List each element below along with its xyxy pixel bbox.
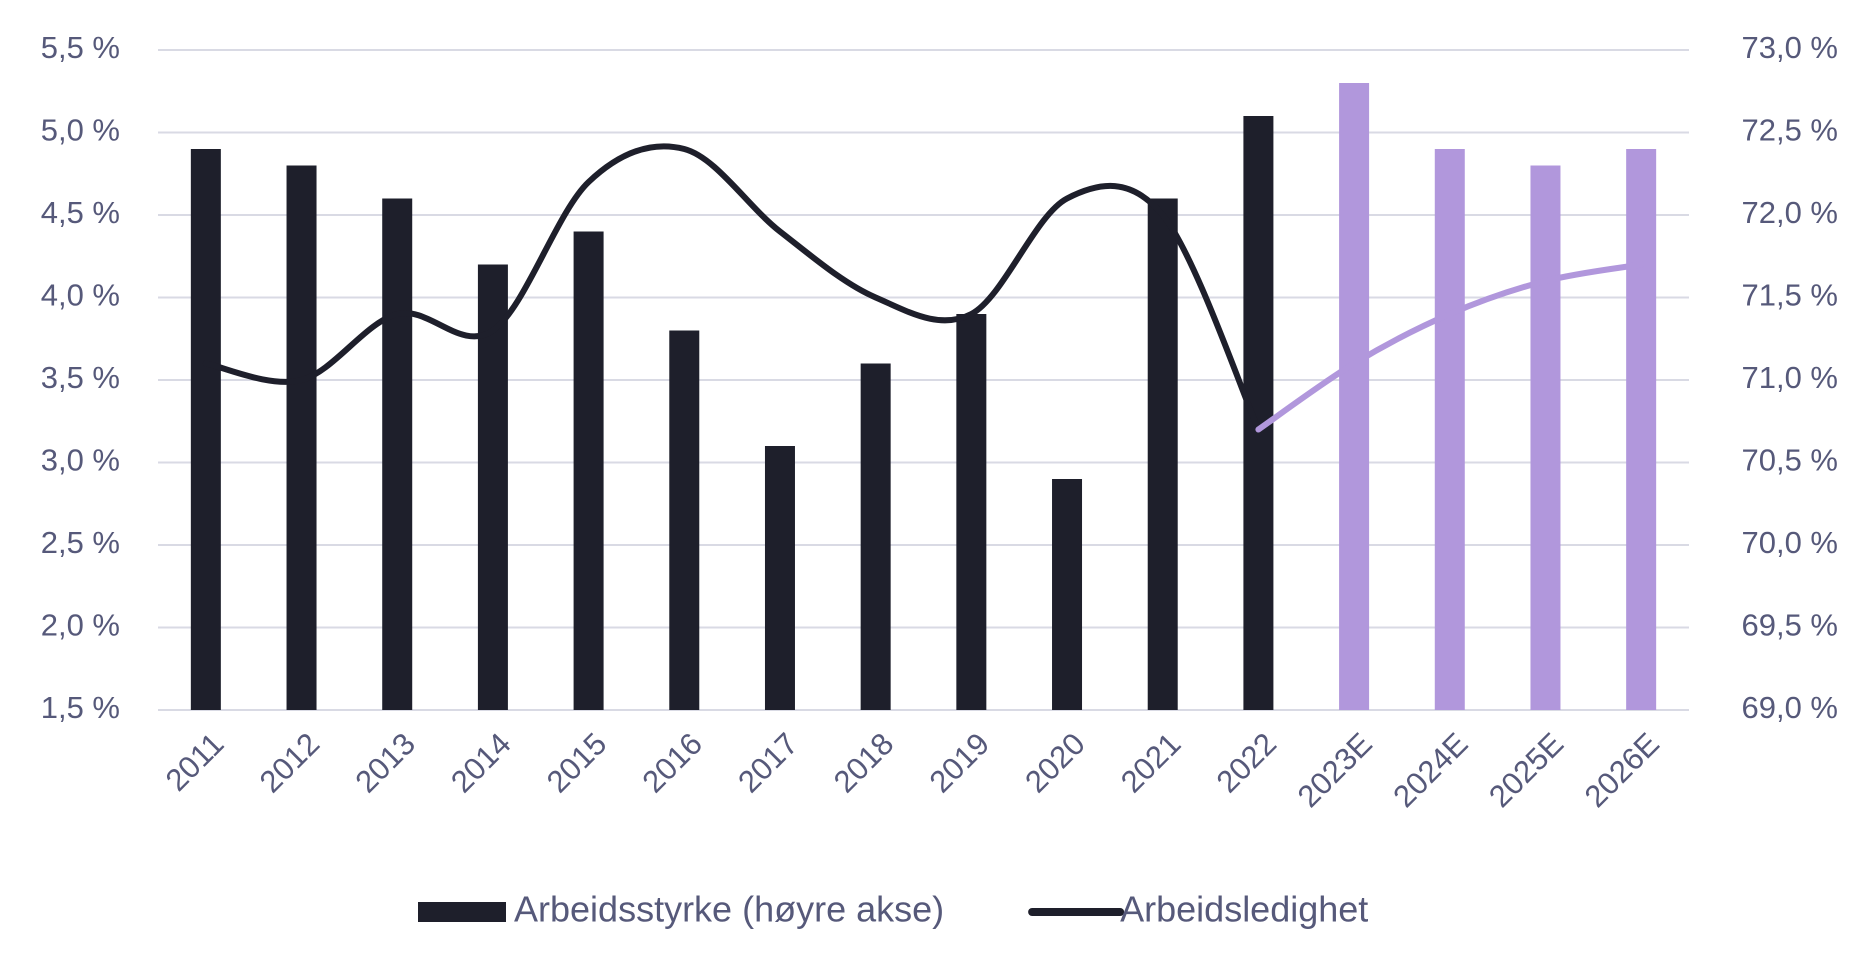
- y2-tick-label: 73,0 %: [1741, 30, 1838, 65]
- y-tick-label: 3,5 %: [41, 360, 120, 395]
- x-tick-label: 2025E: [1482, 726, 1570, 814]
- x-tick-label: 2011: [159, 726, 231, 798]
- x-tick-label: 2014: [444, 726, 518, 800]
- legend-label: Arbeidsstyrke (høyre akse): [514, 889, 944, 930]
- x-tick-label: 2023E: [1291, 726, 1379, 814]
- bar: [286, 165, 317, 710]
- y2-tick-label: 72,0 %: [1741, 195, 1838, 230]
- y-tick-label: 1,5 %: [41, 690, 120, 725]
- legend-swatch: [418, 902, 506, 922]
- bar: [1339, 83, 1370, 710]
- x-tick-label: 2024E: [1386, 726, 1474, 814]
- y-tick-label: 5,5 %: [41, 30, 120, 65]
- bar: [190, 149, 221, 710]
- y2-tick-label: 70,0 %: [1741, 525, 1838, 560]
- bar: [382, 198, 413, 710]
- x-tick-label: 2012: [253, 726, 327, 800]
- x-tick-label: 2022: [1210, 726, 1284, 800]
- x-tick-label: 2013: [348, 726, 422, 800]
- y-tick-label: 2,5 %: [41, 525, 120, 560]
- bar: [669, 330, 700, 710]
- x-tick-label: 2016: [636, 726, 710, 800]
- y2-tick-label: 70,5 %: [1741, 443, 1838, 478]
- legend-label: Arbeidsledighet: [1120, 889, 1368, 930]
- x-tick-label: 2015: [540, 726, 614, 800]
- y-tick-label: 3,0 %: [41, 443, 120, 478]
- bar: [764, 446, 795, 710]
- line: [202, 143, 1262, 433]
- y2-tick-label: 71,0 %: [1741, 360, 1838, 395]
- x-tick-label: 2018: [827, 726, 901, 800]
- line: [1255, 261, 1645, 433]
- y2-tick-label: 71,5 %: [1741, 278, 1838, 313]
- bar: [1530, 165, 1561, 710]
- x-tick-label: 2020: [1018, 726, 1092, 800]
- bar: [860, 363, 891, 710]
- x-tick-label: 2017: [731, 726, 805, 800]
- y2-tick-label: 69,5 %: [1741, 608, 1838, 643]
- x-tick-label: 2021: [1114, 726, 1188, 800]
- y-tick-label: 2,0 %: [41, 608, 120, 643]
- bar: [1434, 149, 1465, 710]
- y-tick-label: 4,5 %: [41, 195, 120, 230]
- y2-tick-label: 72,5 %: [1741, 113, 1838, 148]
- bar: [1147, 198, 1178, 710]
- y2-tick-label: 69,0 %: [1741, 690, 1838, 725]
- y-tick-label: 4,0 %: [41, 278, 120, 313]
- x-tick-label: 2026E: [1578, 726, 1666, 814]
- y-tick-label: 5,0 %: [41, 113, 120, 148]
- bar: [1052, 479, 1083, 710]
- bar: [1626, 149, 1657, 710]
- bar: [477, 264, 508, 710]
- bar: [956, 314, 987, 710]
- bar: [1243, 116, 1274, 710]
- x-tick-label: 2019: [923, 726, 997, 800]
- bar: [573, 231, 604, 710]
